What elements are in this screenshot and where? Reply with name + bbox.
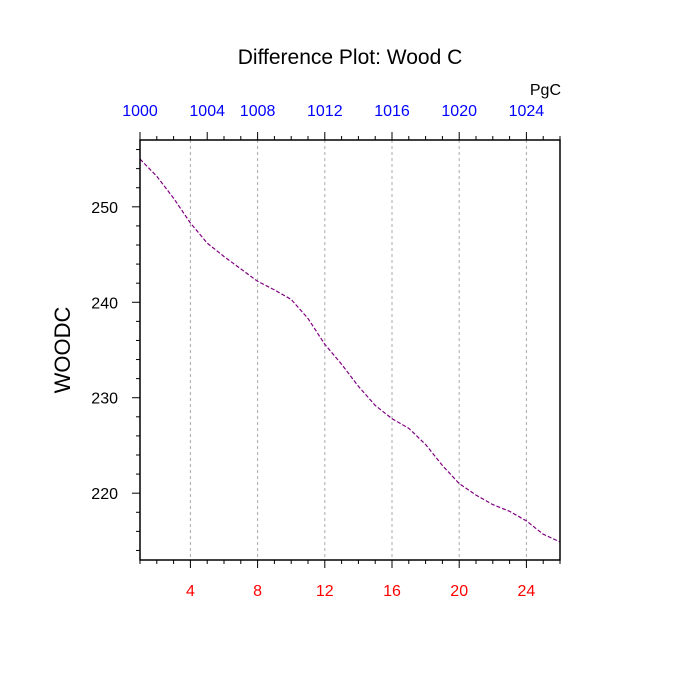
series-layer	[139, 158, 561, 543]
top-axis-unit: PgC	[530, 82, 561, 99]
top-tick-label: 1012	[307, 103, 343, 120]
x-tick-label: 16	[383, 583, 401, 600]
x-tick-label: 4	[186, 583, 195, 600]
y-axis-label: WOODC	[50, 307, 75, 394]
x-tick-label: 24	[518, 583, 536, 600]
x-tick-label: 8	[253, 583, 262, 600]
y-tick-label: 230	[91, 391, 118, 408]
y-tick-label: 240	[91, 295, 118, 312]
top-tick-label: 1024	[509, 103, 545, 120]
top-tick-label: 1016	[374, 103, 410, 120]
y-tick-label: 250	[91, 200, 118, 217]
x-tick-label: 12	[316, 583, 334, 600]
top-tick-label: 1004	[189, 103, 225, 120]
top-tick-label: 1000	[122, 103, 158, 120]
top-tick-label: 1020	[441, 103, 477, 120]
top-tick-label: 1008	[240, 103, 276, 120]
grid-lines	[189, 140, 527, 560]
tick-labels: 4 8 12 16 20 24 1000 1004 1008 1012 1016 1020 1024 22…	[91, 103, 544, 600]
x-tick-label: 20	[450, 583, 468, 600]
y-tick-label: 220	[91, 486, 118, 503]
chart-title: Difference Plot: Wood C	[238, 46, 463, 69]
plot-frame	[139, 139, 561, 561]
series-line-0	[139, 158, 561, 543]
